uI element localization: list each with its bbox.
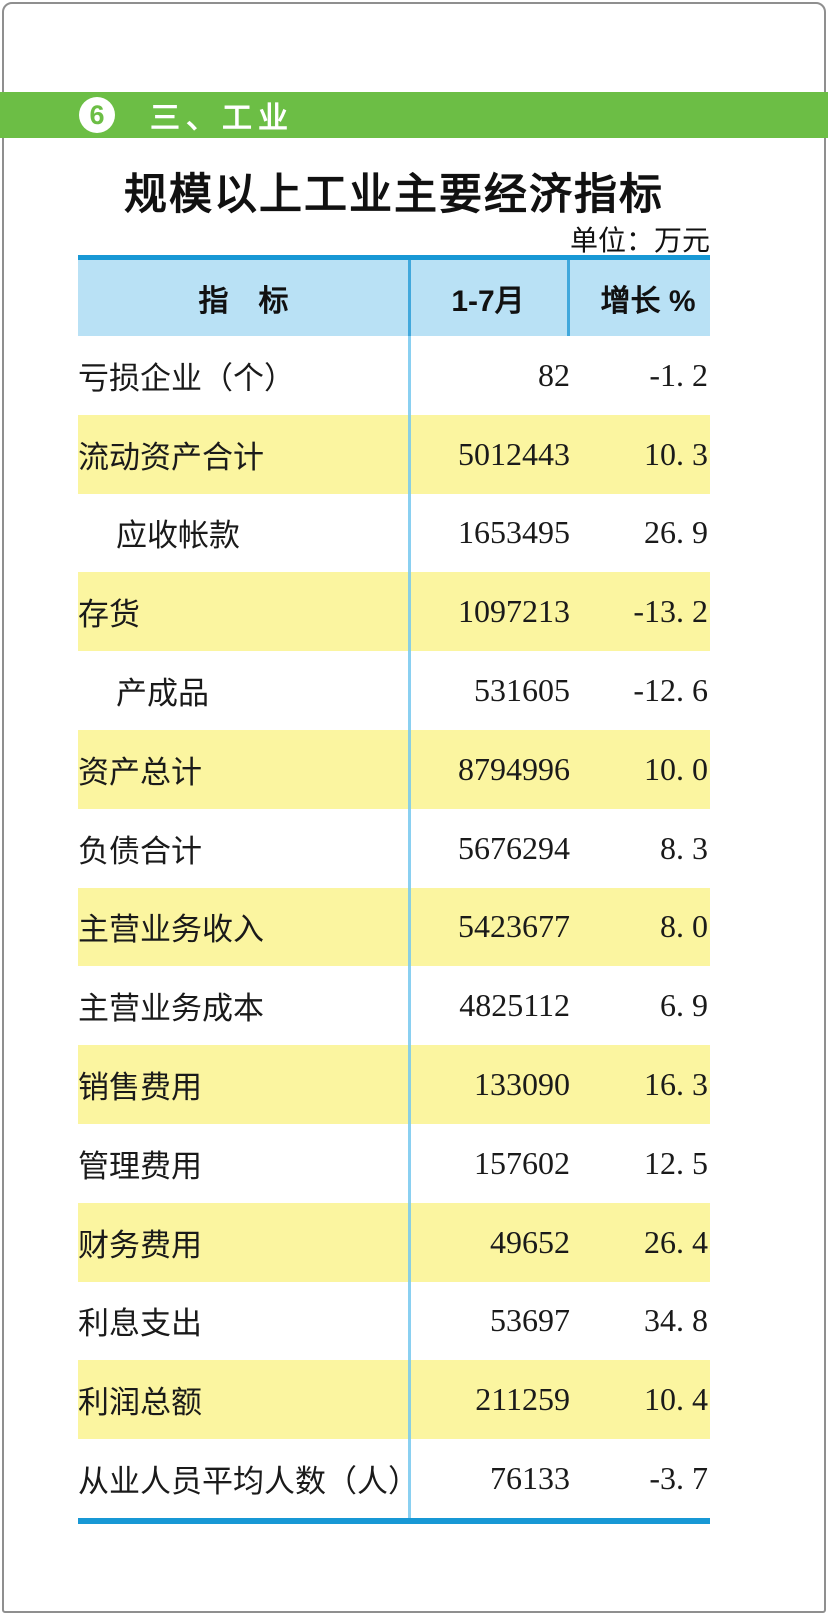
table-top-rule xyxy=(78,255,710,260)
table-header-row: 指 标 1-7月 增长 % xyxy=(78,260,710,336)
row-growth-value: 8. 0 xyxy=(660,908,708,945)
row-period-value: 1653495 xyxy=(458,514,570,551)
row-indicator-label: 产成品 xyxy=(116,676,209,712)
row-period-value: 211259 xyxy=(475,1381,570,1418)
table-row: 主营业务收入 5423677 8. 0 xyxy=(78,887,710,967)
section-number-badge: 6 xyxy=(79,97,115,133)
row-indicator-label: 销售费用 xyxy=(78,1070,202,1106)
table-row: 财务费用 49652 26. 4 xyxy=(78,1202,710,1282)
row-period-value: 5676294 xyxy=(458,829,570,866)
table-bottom-rule xyxy=(78,1518,710,1524)
row-indicator-label: 应收帐款 xyxy=(116,518,240,554)
row-period-value: 8794996 xyxy=(458,750,570,787)
row-indicator-label: 财务费用 xyxy=(78,1227,202,1263)
row-period-value: 76133 xyxy=(490,1460,570,1497)
table-row: 产成品 531605 -12. 6 xyxy=(78,651,710,730)
table-row: 负债合计 5676294 8. 3 xyxy=(78,809,710,888)
table-row: 管理费用 157602 12. 5 xyxy=(78,1124,710,1203)
row-indicator-label: 资产总计 xyxy=(78,754,202,790)
row-growth-value: 10. 4 xyxy=(644,1381,708,1418)
row-growth-value: -3. 7 xyxy=(649,1460,708,1497)
row-growth-value: 34. 8 xyxy=(644,1302,708,1339)
row-indicator-label: 亏损企业（个） xyxy=(78,360,295,396)
table-body: 亏损企业（个） 82 -1. 2 流动资产合计 5012443 10. 3 应收帐款 1653… xyxy=(78,336,710,1518)
row-indicator-label: 利润总额 xyxy=(78,1385,202,1421)
row-indicator-label: 流动资产合计 xyxy=(78,439,264,475)
row-indicator-label: 主营业务收入 xyxy=(78,912,264,948)
table-row: 流动资产合计 5012443 10. 3 xyxy=(78,414,710,494)
column-header-growth: 增长 % xyxy=(600,285,696,318)
row-period-value: 5012443 xyxy=(458,435,570,472)
row-period-value: 157602 xyxy=(474,1144,570,1181)
row-indicator-label: 存货 xyxy=(78,597,140,633)
row-period-value: 4825112 xyxy=(459,987,570,1024)
table-row: 亏损企业（个） 82 -1. 2 xyxy=(78,336,710,415)
row-period-value: 82 xyxy=(538,356,570,393)
row-growth-value: -12. 6 xyxy=(633,672,708,709)
row-period-value: 53697 xyxy=(490,1302,570,1339)
table-row: 应收帐款 1653495 26. 9 xyxy=(78,494,710,573)
column-divider xyxy=(567,260,570,336)
column-divider xyxy=(408,260,411,336)
table-row: 存货 1097213 -13. 2 xyxy=(78,572,710,652)
table-row: 利息支出 53697 34. 8 xyxy=(78,1282,710,1361)
table-column-rule xyxy=(408,336,411,1518)
table-row: 从业人员平均人数（人） 76133 -3. 7 xyxy=(78,1439,710,1518)
row-growth-value: 26. 4 xyxy=(644,1223,708,1260)
row-indicator-label: 负债合计 xyxy=(78,833,202,869)
row-period-value: 5423677 xyxy=(458,908,570,945)
section-header-bar: 6 三、工业 xyxy=(0,92,828,138)
row-period-value: 133090 xyxy=(474,1066,570,1103)
row-growth-value: 12. 5 xyxy=(644,1144,708,1181)
table-row: 主营业务成本 4825112 6. 9 xyxy=(78,966,710,1045)
row-growth-value: 26. 9 xyxy=(644,514,708,551)
table-row: 销售费用 133090 16. 3 xyxy=(78,1045,710,1124)
table-row: 利润总额 211259 10. 4 xyxy=(78,1360,710,1440)
row-indicator-label: 管理费用 xyxy=(78,1148,202,1184)
row-growth-value: -13. 2 xyxy=(633,593,708,630)
row-period-value: 49652 xyxy=(490,1223,570,1260)
row-period-value: 1097213 xyxy=(458,593,570,630)
page-title: 规模以上工业主要经济指标 xyxy=(124,171,664,219)
row-growth-value: 8. 3 xyxy=(660,829,708,866)
row-growth-value: 16. 3 xyxy=(644,1066,708,1103)
unit-note: 单位：万元 xyxy=(569,225,710,256)
row-growth-value: -1. 2 xyxy=(649,356,708,393)
row-indicator-label: 从业人员平均人数（人） xyxy=(78,1464,409,1500)
row-growth-value: 6. 9 xyxy=(660,987,708,1024)
column-header-indicator: 指 标 xyxy=(198,285,289,318)
row-period-value: 531605 xyxy=(474,672,570,709)
row-growth-value: 10. 3 xyxy=(644,435,708,472)
section-number: 6 xyxy=(89,99,105,130)
row-growth-value: 10. 0 xyxy=(644,750,708,787)
section-title: 三、工业 xyxy=(150,102,294,135)
row-indicator-label: 主营业务成本 xyxy=(78,991,264,1027)
table-row: 资产总计 8794996 10. 0 xyxy=(78,729,710,809)
column-header-period: 1-7月 xyxy=(451,285,525,318)
row-indicator-label: 利息支出 xyxy=(78,1306,202,1342)
